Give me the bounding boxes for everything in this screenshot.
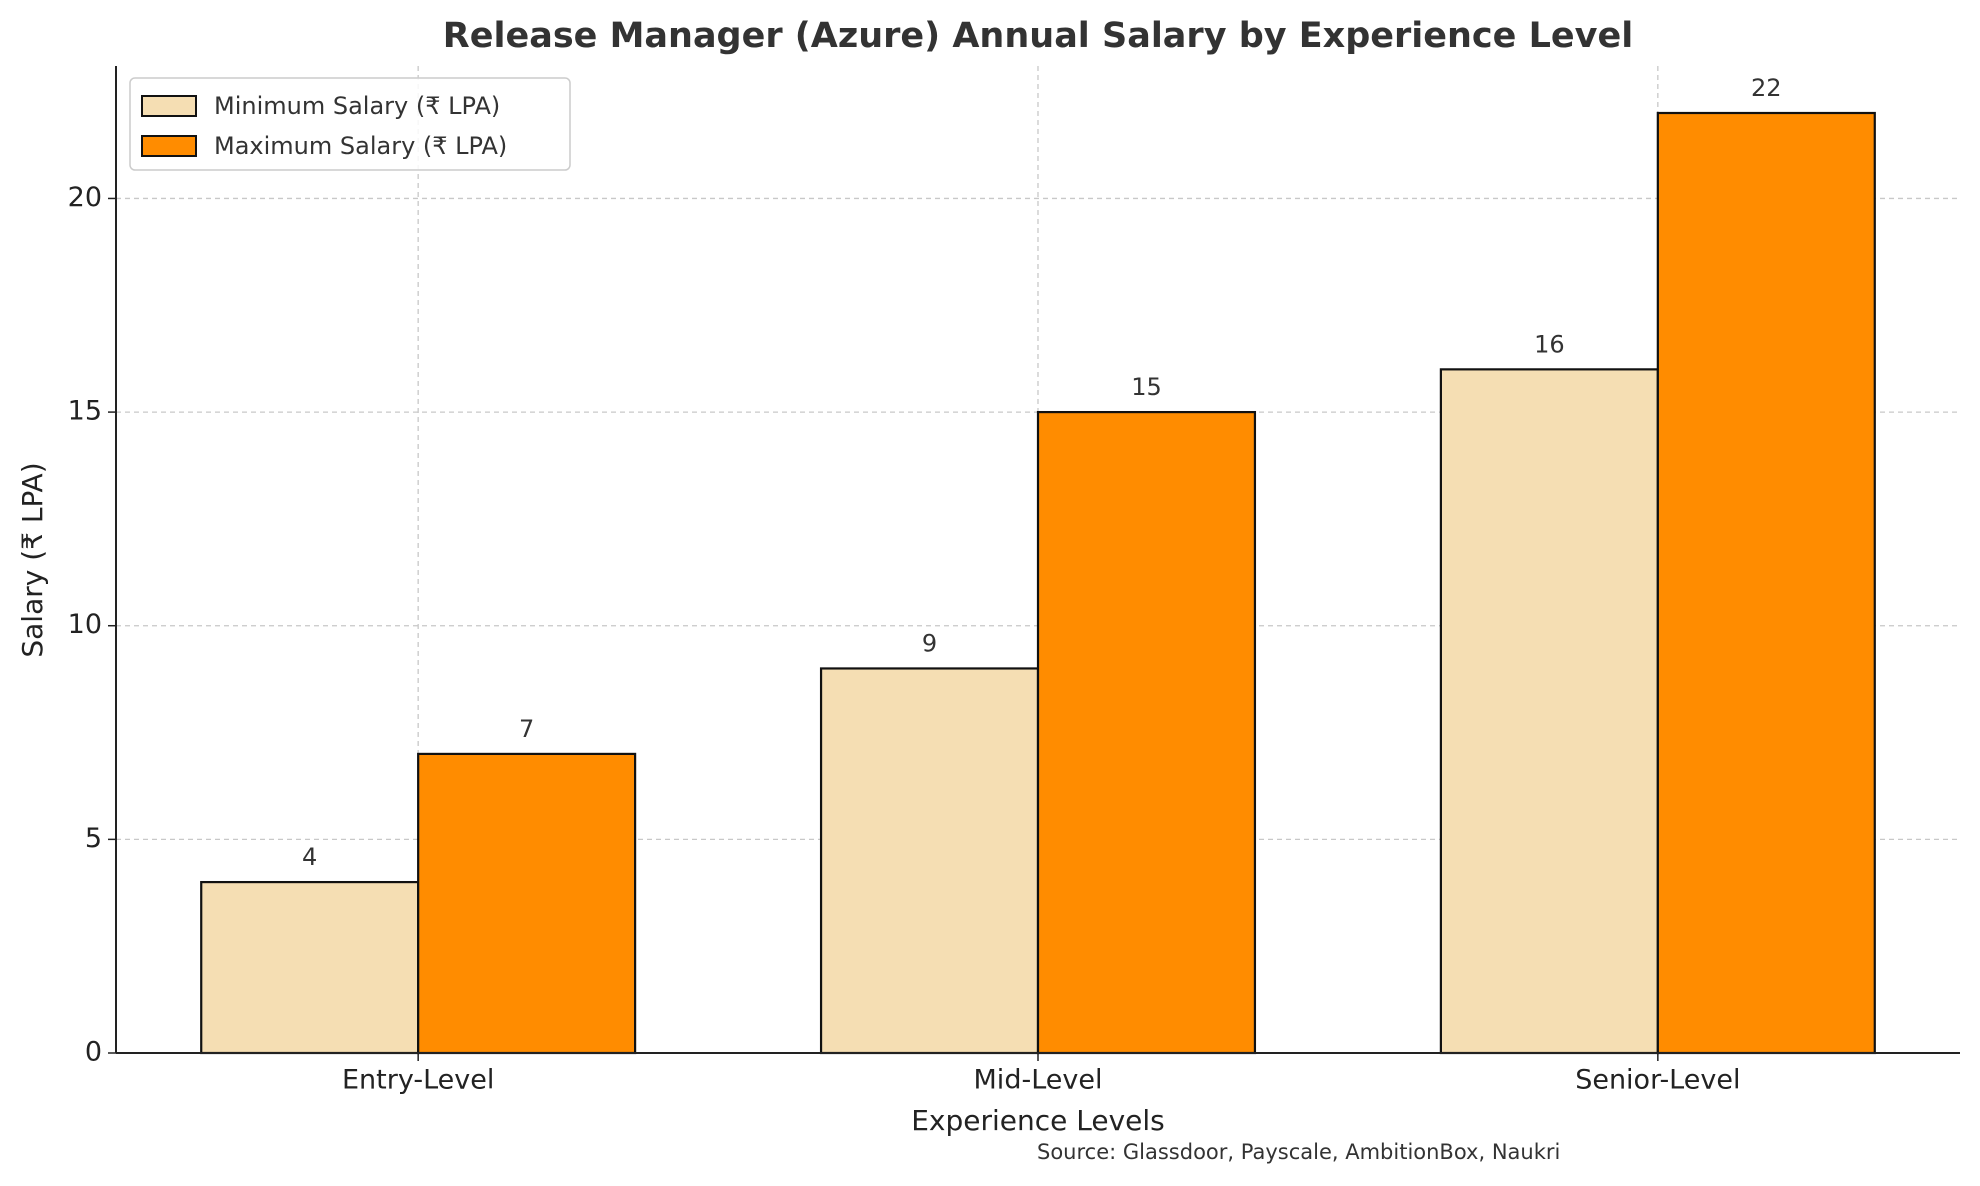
x-tick-label: Mid-Level [974,1065,1103,1096]
x-axis-label: Experience Levels [911,1104,1165,1137]
bar [1036,410,1257,1055]
y-tick-label: 5 [85,823,102,854]
value-label: 9 [922,629,937,657]
bar [819,667,1040,1055]
y-tick-label: 15 [68,396,102,427]
value-label: 15 [1131,373,1162,401]
bar [417,752,637,1055]
legend-box [129,77,571,171]
y-tick-label: 20 [68,182,102,213]
value-label: 22 [1751,74,1782,102]
x-tick-label: Senior-Level [1575,1065,1740,1096]
legend-label: Minimum Salary (₹ LPA) [214,92,500,120]
y-tick-label: 0 [85,1037,102,1068]
y-tick-label: 10 [68,609,102,640]
source-note: Source: Glassdoor, Payscale, AmbitionBox… [1037,1140,1560,1164]
value-label: 7 [519,715,534,743]
value-label: 16 [1534,330,1565,358]
legend-label: Maximum Salary (₹ LPA) [214,132,507,160]
bar [200,880,420,1055]
legend-swatch [141,95,197,117]
bar [1439,368,1659,1055]
x-tick-label: Entry-Level [342,1065,494,1096]
bar [1656,111,1876,1055]
value-label: 4 [302,843,317,871]
legend-swatch [141,135,197,157]
y-axis-label: Salary (₹ LPA) [16,462,49,657]
chart-title: Release Manager (Azure) Annual Salary by… [443,16,1633,56]
